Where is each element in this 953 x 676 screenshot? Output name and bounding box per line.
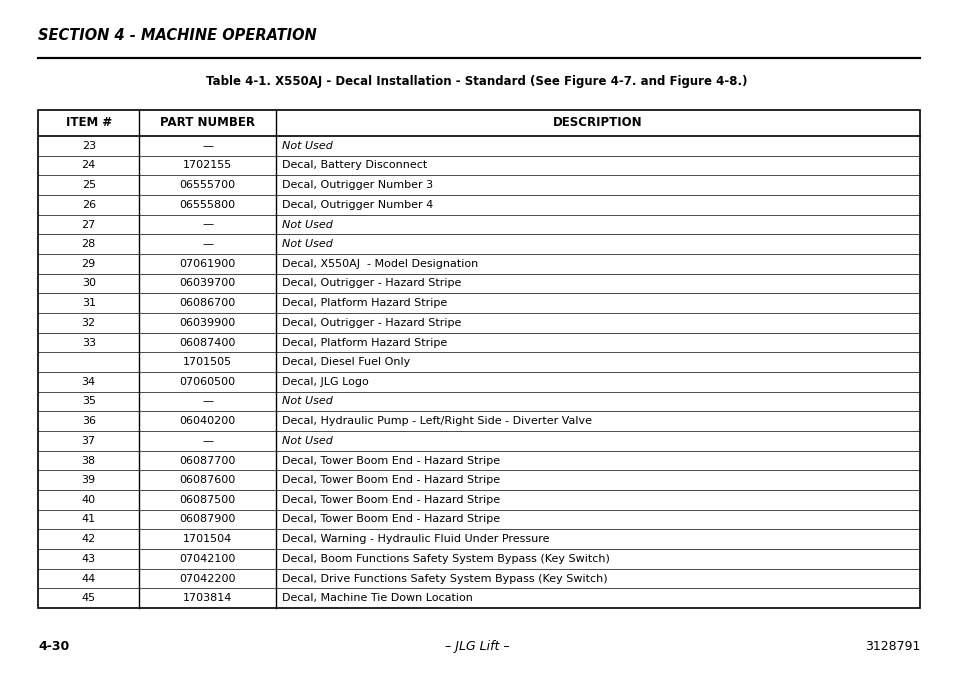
Text: Decal, X550AJ  - Model Designation: Decal, X550AJ - Model Designation bbox=[282, 259, 477, 269]
Text: Not Used: Not Used bbox=[282, 397, 333, 406]
Text: 06040200: 06040200 bbox=[179, 416, 235, 426]
Text: 06555700: 06555700 bbox=[179, 180, 235, 190]
Text: Decal, Boom Functions Safety System Bypass (Key Switch): Decal, Boom Functions Safety System Bypa… bbox=[282, 554, 609, 564]
Text: 1703814: 1703814 bbox=[183, 593, 233, 603]
Text: 36: 36 bbox=[82, 416, 95, 426]
Text: 3128791: 3128791 bbox=[863, 640, 919, 653]
Text: 32: 32 bbox=[82, 318, 95, 328]
Text: 40: 40 bbox=[82, 495, 95, 505]
Text: SECTION 4 - MACHINE OPERATION: SECTION 4 - MACHINE OPERATION bbox=[38, 28, 316, 43]
Text: —: — bbox=[202, 397, 213, 406]
Text: Decal, Outrigger Number 3: Decal, Outrigger Number 3 bbox=[282, 180, 433, 190]
Text: Table 4-1. X550AJ - Decal Installation - Standard (See Figure 4-7. and Figure 4-: Table 4-1. X550AJ - Decal Installation -… bbox=[206, 75, 747, 88]
Text: 07042100: 07042100 bbox=[179, 554, 235, 564]
Text: 25: 25 bbox=[82, 180, 95, 190]
Text: —: — bbox=[202, 220, 213, 229]
Text: 23: 23 bbox=[82, 141, 95, 151]
Text: Decal, Hydraulic Pump - Left/Right Side - Diverter Valve: Decal, Hydraulic Pump - Left/Right Side … bbox=[282, 416, 592, 426]
Text: 44: 44 bbox=[82, 573, 95, 583]
Text: 35: 35 bbox=[82, 397, 95, 406]
Text: 06555800: 06555800 bbox=[179, 200, 235, 210]
Text: 34: 34 bbox=[82, 377, 95, 387]
Text: Decal, Drive Functions Safety System Bypass (Key Switch): Decal, Drive Functions Safety System Byp… bbox=[282, 573, 607, 583]
Text: Decal, JLG Logo: Decal, JLG Logo bbox=[282, 377, 369, 387]
Text: 33: 33 bbox=[82, 337, 95, 347]
Text: Decal, Machine Tie Down Location: Decal, Machine Tie Down Location bbox=[282, 593, 473, 603]
Bar bbox=[38, 110, 919, 608]
Text: —: — bbox=[202, 239, 213, 249]
Text: 27: 27 bbox=[82, 220, 95, 229]
Text: 30: 30 bbox=[82, 279, 95, 289]
Text: Not Used: Not Used bbox=[282, 436, 333, 446]
Text: Decal, Tower Boom End - Hazard Stripe: Decal, Tower Boom End - Hazard Stripe bbox=[282, 456, 499, 466]
Text: 1701505: 1701505 bbox=[183, 357, 233, 367]
Text: 41: 41 bbox=[82, 514, 95, 525]
Text: 24: 24 bbox=[82, 160, 95, 170]
Text: Decal, Outrigger - Hazard Stripe: Decal, Outrigger - Hazard Stripe bbox=[282, 279, 461, 289]
Text: 06087400: 06087400 bbox=[179, 337, 235, 347]
Text: 43: 43 bbox=[82, 554, 95, 564]
Text: Decal, Platform Hazard Stripe: Decal, Platform Hazard Stripe bbox=[282, 298, 447, 308]
Text: —: — bbox=[202, 436, 213, 446]
Text: 07061900: 07061900 bbox=[179, 259, 235, 269]
Text: 06086700: 06086700 bbox=[179, 298, 235, 308]
Text: 4-30: 4-30 bbox=[38, 640, 70, 653]
Text: Decal, Outrigger - Hazard Stripe: Decal, Outrigger - Hazard Stripe bbox=[282, 318, 461, 328]
Text: 28: 28 bbox=[82, 239, 95, 249]
Text: 06039900: 06039900 bbox=[179, 318, 235, 328]
Text: 38: 38 bbox=[82, 456, 95, 466]
Text: 06039700: 06039700 bbox=[179, 279, 235, 289]
Text: Decal, Outrigger Number 4: Decal, Outrigger Number 4 bbox=[282, 200, 433, 210]
Text: 1702155: 1702155 bbox=[183, 160, 233, 170]
Text: 07060500: 07060500 bbox=[179, 377, 235, 387]
Text: DESCRIPTION: DESCRIPTION bbox=[553, 116, 642, 130]
Text: Not Used: Not Used bbox=[282, 141, 333, 151]
Text: Decal, Warning - Hydraulic Fluid Under Pressure: Decal, Warning - Hydraulic Fluid Under P… bbox=[282, 534, 549, 544]
Text: Decal, Platform Hazard Stripe: Decal, Platform Hazard Stripe bbox=[282, 337, 447, 347]
Text: Not Used: Not Used bbox=[282, 239, 333, 249]
Text: 39: 39 bbox=[82, 475, 95, 485]
Text: 1701504: 1701504 bbox=[183, 534, 233, 544]
Text: Not Used: Not Used bbox=[282, 220, 333, 229]
Text: PART NUMBER: PART NUMBER bbox=[160, 116, 255, 130]
Text: 26: 26 bbox=[82, 200, 95, 210]
Text: 07042200: 07042200 bbox=[179, 573, 235, 583]
Text: 42: 42 bbox=[82, 534, 95, 544]
Text: 45: 45 bbox=[82, 593, 95, 603]
Text: 31: 31 bbox=[82, 298, 95, 308]
Text: Decal, Tower Boom End - Hazard Stripe: Decal, Tower Boom End - Hazard Stripe bbox=[282, 495, 499, 505]
Text: Decal, Diesel Fuel Only: Decal, Diesel Fuel Only bbox=[282, 357, 410, 367]
Text: Decal, Tower Boom End - Hazard Stripe: Decal, Tower Boom End - Hazard Stripe bbox=[282, 475, 499, 485]
Text: 06087600: 06087600 bbox=[179, 475, 235, 485]
Text: – JLG Lift –: – JLG Lift – bbox=[444, 640, 509, 653]
Text: —: — bbox=[202, 141, 213, 151]
Text: ITEM #: ITEM # bbox=[66, 116, 112, 130]
Text: 29: 29 bbox=[82, 259, 95, 269]
Text: Decal, Battery Disconnect: Decal, Battery Disconnect bbox=[282, 160, 427, 170]
Text: 06087900: 06087900 bbox=[179, 514, 235, 525]
Text: 37: 37 bbox=[82, 436, 95, 446]
Text: 06087500: 06087500 bbox=[179, 495, 235, 505]
Text: 06087700: 06087700 bbox=[179, 456, 235, 466]
Text: Decal, Tower Boom End - Hazard Stripe: Decal, Tower Boom End - Hazard Stripe bbox=[282, 514, 499, 525]
